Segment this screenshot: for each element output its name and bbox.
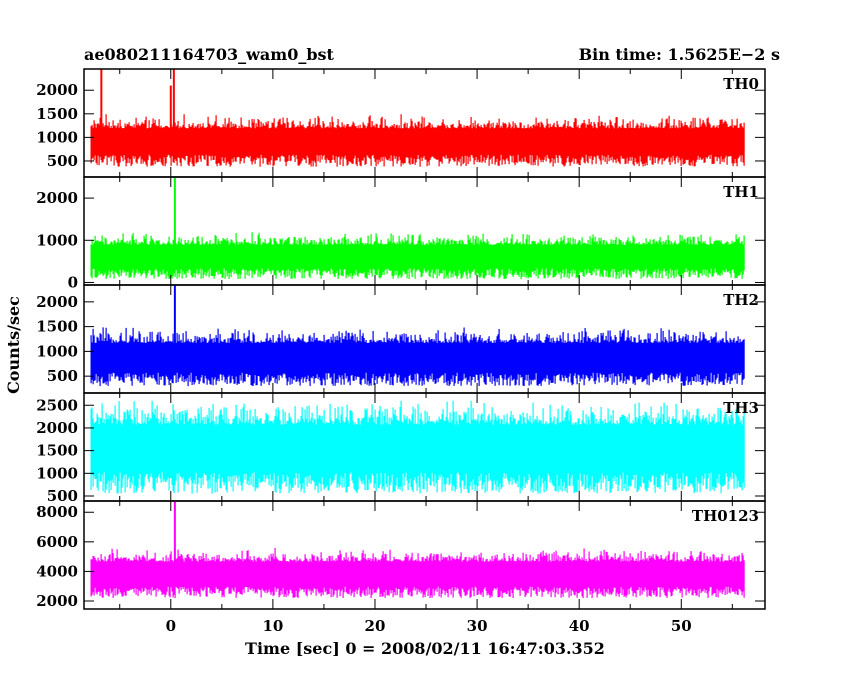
x-tick-label: 10 [262, 617, 283, 635]
y-tick-label: 2000 [36, 293, 78, 311]
y-tick-label: 2000 [36, 419, 78, 437]
series-th3 [90, 400, 745, 494]
y-tick-label: 500 [47, 152, 78, 170]
series-th1 [90, 232, 745, 280]
x-axis-label: Time [sec] 0 = 2008/02/11 16:47:03.352 [245, 639, 605, 658]
y-tick-label: 1500 [36, 105, 78, 123]
y-tick-label: 2500 [36, 396, 78, 414]
panel-th1: 0 1000 2000 TH1 [36, 176, 766, 291]
y-tick-label: 8000 [36, 503, 78, 521]
y-tick-label: 6000 [36, 533, 78, 551]
y-tick-label: 2000 [36, 592, 78, 610]
y-tick-label: 1000 [36, 464, 78, 482]
y-tick-label: 4000 [36, 562, 78, 580]
chart-title-left: ae080211164703_wam0_bst [84, 45, 335, 64]
y-tick-label: 500 [47, 487, 78, 505]
panel-label-th1: TH1 [723, 183, 759, 201]
panel-th0: 500 1000 1500 2000 TH0 [36, 68, 766, 178]
panel-label-th0123: TH0123 [692, 507, 759, 525]
panel-th2: 500 1000 1500 2000 TH2 [36, 284, 766, 394]
panel-label-th0: TH0 [723, 75, 759, 93]
y-tick-label: 2000 [36, 189, 78, 207]
y-tick-label: 0 [68, 273, 78, 291]
series-th2 [90, 327, 745, 387]
panel-label-th3: TH3 [723, 399, 759, 417]
chart-title-right: Bin time: 1.5625E−2 s [579, 45, 780, 64]
y-tick-label: 1500 [36, 318, 78, 336]
series-th0123 [90, 547, 745, 598]
panel-label-th2: TH2 [723, 291, 759, 309]
panel-th3: 500 1000 1500 2000 2500 TH3 [36, 392, 766, 505]
x-tick-label: 0 [166, 617, 176, 635]
x-tick-label: 40 [569, 617, 590, 635]
x-tick-label: 30 [467, 617, 488, 635]
panel-th0123: 2000 4000 6000 8000 TH0123 [36, 500, 766, 610]
y-axis-label: Counts/sec [4, 296, 23, 394]
y-tick-label: 1500 [36, 442, 78, 460]
y-tick-label: 1000 [36, 231, 78, 249]
x-tick-label: 20 [365, 617, 386, 635]
panel-frame [83, 500, 766, 610]
y-tick-label: 2000 [36, 81, 78, 99]
y-tick-label: 1000 [36, 342, 78, 360]
x-tick-label: 50 [671, 617, 692, 635]
series-th0 [90, 114, 745, 167]
y-tick-label: 1000 [36, 128, 78, 146]
y-tick-label: 500 [47, 367, 78, 385]
